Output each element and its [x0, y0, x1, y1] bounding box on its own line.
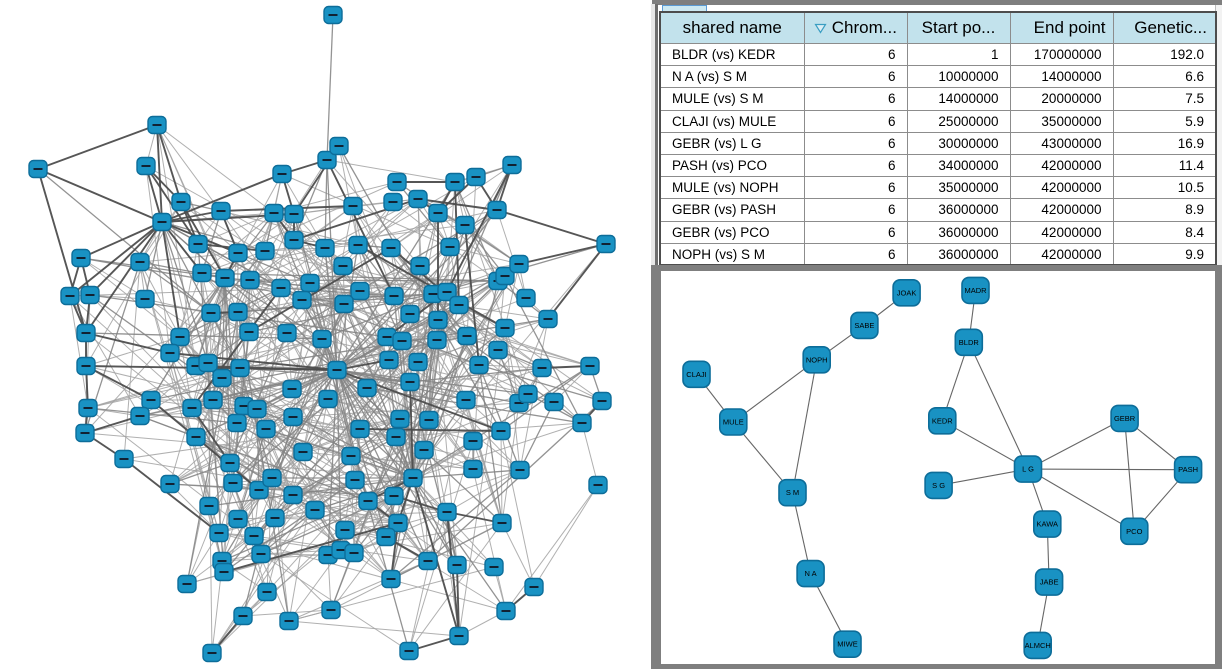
svg-text:PASH: PASH: [1178, 465, 1198, 474]
svg-text:KAWA: KAWA: [1037, 520, 1059, 529]
svg-text:MULE: MULE: [723, 418, 744, 427]
svg-text:S M: S M: [786, 488, 799, 497]
svg-text:BLDR: BLDR: [959, 338, 980, 347]
svg-text:PCO: PCO: [1126, 527, 1142, 536]
svg-text:L G: L G: [1022, 465, 1034, 474]
svg-text:MIWE: MIWE: [837, 640, 857, 649]
svg-text:KEDR: KEDR: [932, 416, 953, 425]
svg-text:GEBR: GEBR: [1114, 414, 1136, 423]
svg-text:MADR: MADR: [964, 286, 987, 295]
svg-text:JOAK: JOAK: [897, 288, 917, 297]
svg-text:NOPH: NOPH: [806, 355, 828, 364]
svg-text:JABE: JABE: [1040, 578, 1059, 587]
svg-text:ALMCH: ALMCH: [1025, 641, 1051, 650]
svg-text:S G: S G: [932, 481, 945, 490]
svg-text:CLAJI: CLAJI: [686, 370, 706, 379]
svg-text:N A: N A: [805, 569, 817, 578]
svg-text:SABE: SABE: [854, 321, 874, 330]
